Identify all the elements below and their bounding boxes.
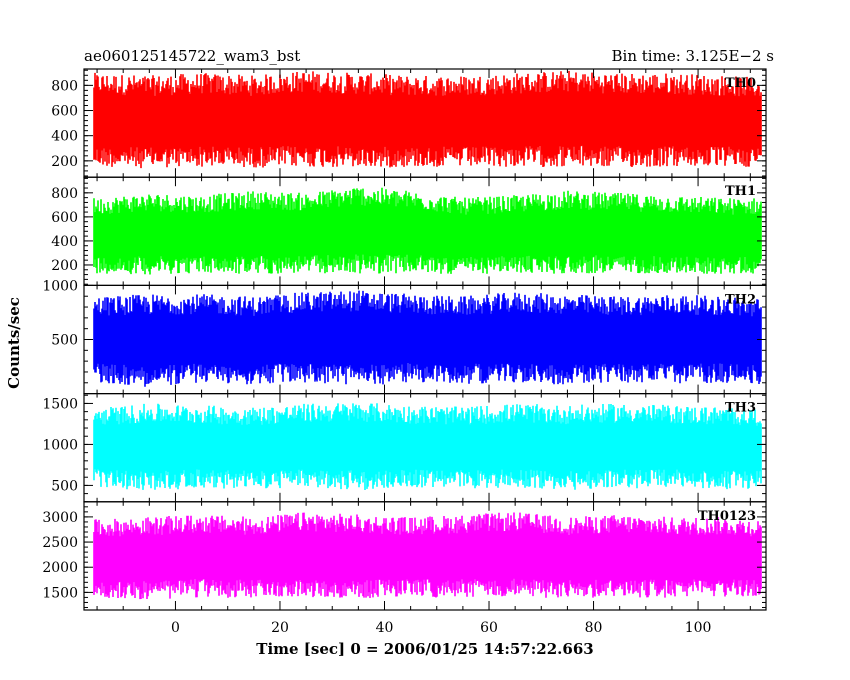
panel-th1: 200 400 600 800 TH1 (51, 176, 767, 286)
series-line-th0123 (93, 512, 762, 600)
series-label-th2: TH2 (725, 292, 756, 307)
panel-th0123: 1500 2000 2500 3000 TH0123 (42, 501, 767, 611)
panel-th3: 500 1000 1500 TH3 (42, 393, 767, 503)
chart-title-left: ae060125145722_wam3_bst (84, 47, 300, 65)
x-tick-label: 60 (480, 620, 498, 636)
y-tick-label: 600 (51, 104, 78, 120)
panel-th0: 200 400 600 800 TH0 (51, 68, 767, 178)
series-line-th1 (93, 187, 762, 275)
y-tick-label: 600 (51, 210, 78, 226)
x-tick-label: 100 (685, 620, 712, 636)
series-line-th0 (93, 70, 762, 169)
x-tick-label: 20 (271, 620, 289, 636)
y-tick-label: 1500 (42, 585, 78, 601)
y-tick-label: 2000 (42, 560, 78, 576)
y-tick-label: 200 (51, 154, 78, 170)
y-tick-label: 1000 (42, 278, 78, 294)
y-axis-label: Counts/sec (5, 297, 23, 389)
y-tick-label: 500 (51, 333, 78, 349)
y-tick-label: 500 (51, 478, 78, 494)
series-label-th3: TH3 (725, 401, 756, 416)
y-tick-label: 400 (51, 129, 78, 145)
panel-th2: 500 1000 TH2 (42, 278, 767, 395)
y-tick-label: 2500 (42, 535, 78, 551)
chart-title-right: Bin time: 3.125E−2 s (612, 47, 774, 65)
y-tick-label: 400 (51, 234, 78, 250)
x-tick-label: 80 (585, 620, 603, 636)
series-label-th0123: TH0123 (698, 509, 756, 524)
panel-frame (83, 501, 767, 611)
x-tick-label: 40 (376, 620, 394, 636)
x-tick-label: 0 (171, 620, 180, 636)
y-tick-label: 3000 (42, 510, 78, 526)
y-tick-label: 800 (51, 78, 78, 94)
series-label-th1: TH1 (725, 184, 756, 199)
y-tick-label: 1500 (42, 396, 78, 412)
x-axis-label: Time [sec] 0 = 2006/01/25 14:57:22.663 (256, 640, 593, 658)
y-tick-label: 200 (51, 258, 78, 274)
y-tick-label: 1000 (42, 437, 78, 453)
series-label-th0: TH0 (725, 76, 756, 91)
series-line-th2 (93, 290, 762, 387)
series-line-th3 (93, 403, 762, 490)
y-tick-label: 800 (51, 186, 78, 202)
